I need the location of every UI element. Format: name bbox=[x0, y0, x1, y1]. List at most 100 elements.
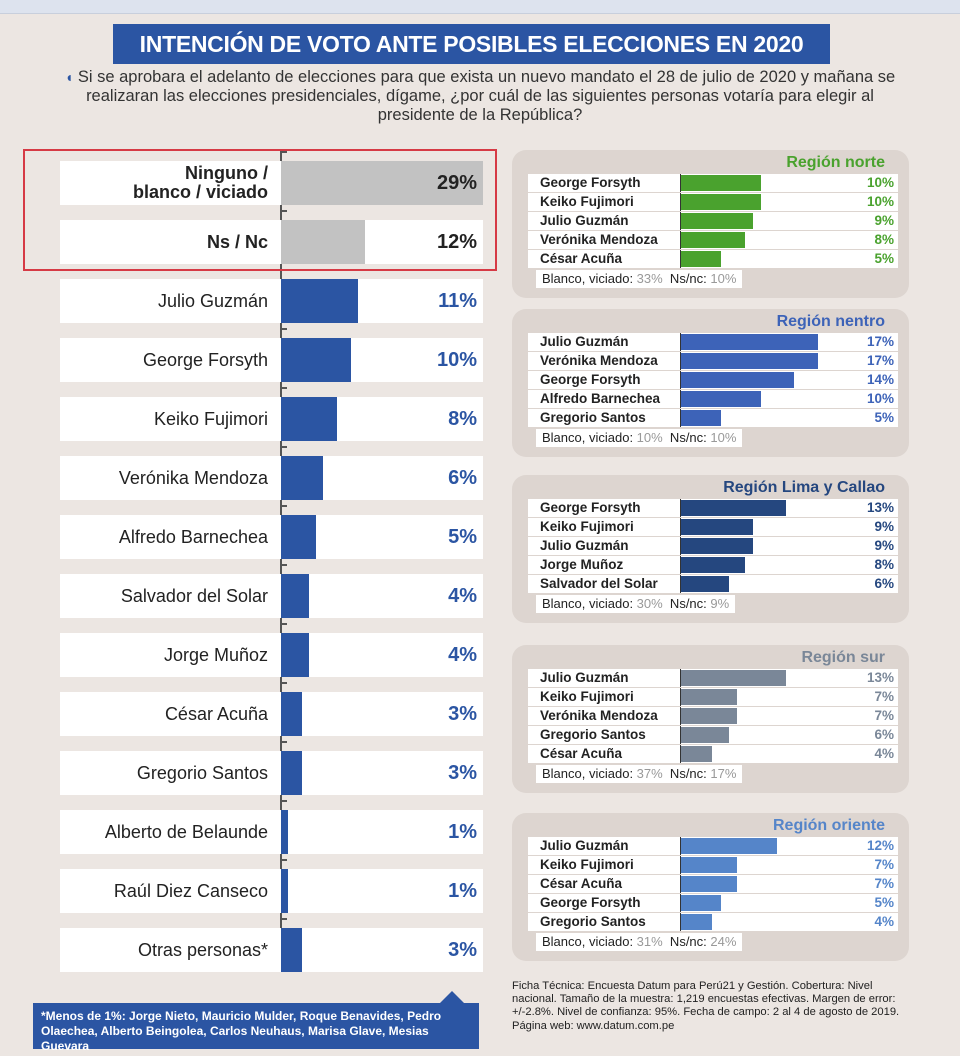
region-bar bbox=[680, 876, 737, 892]
axis-tick bbox=[280, 387, 287, 389]
region-bar bbox=[680, 689, 737, 705]
region-bar-row: Jorge Muñoz 8% bbox=[528, 556, 898, 574]
region-bar bbox=[680, 353, 818, 369]
bar-value-label: 4% bbox=[448, 585, 477, 607]
region-bar-label: Keiko Fujimori bbox=[540, 689, 634, 704]
region-axis-line bbox=[680, 390, 681, 408]
bar-value-label: 8% bbox=[448, 408, 477, 430]
region-bar-label: César Acuña bbox=[540, 876, 623, 891]
region-panel: Región oriente Julio Guzmán 12% Keiko Fujim… bbox=[512, 813, 909, 961]
nsnc-label: Ns/nc: bbox=[662, 934, 711, 949]
region-bar-value: 5% bbox=[874, 895, 894, 910]
region-axis-line bbox=[680, 352, 681, 370]
bar-value-label: 11% bbox=[438, 290, 477, 312]
region-bar-value: 17% bbox=[866, 353, 894, 368]
region-bar bbox=[680, 914, 713, 930]
region-bar-value: 9% bbox=[874, 213, 894, 228]
bar-value-label: 4% bbox=[448, 644, 477, 666]
axis-tick bbox=[280, 623, 287, 625]
region-bar bbox=[680, 746, 713, 762]
region-axis-line bbox=[680, 250, 681, 268]
nsnc-value: 10% bbox=[710, 430, 737, 445]
highlight-box bbox=[23, 149, 497, 271]
region-axis-line bbox=[680, 212, 681, 230]
region-bar-label: Julio Guzmán bbox=[540, 838, 629, 853]
bar bbox=[281, 574, 309, 618]
region-bar-row: Julio Guzmán 9% bbox=[528, 212, 898, 230]
region-axis-line bbox=[680, 231, 681, 249]
bar-label: Otras personas* bbox=[137, 939, 268, 960]
region-bar-label: Gregorio Santos bbox=[540, 914, 646, 929]
region-bar-value: 12% bbox=[866, 838, 894, 853]
region-bar bbox=[680, 500, 786, 516]
region-bar-row: Keiko Fujimori 10% bbox=[528, 193, 898, 211]
chart-title: INTENCIÓN DE VOTO ANTE POSIBLES ELECCION… bbox=[113, 24, 830, 64]
region-axis-line bbox=[680, 556, 681, 574]
region-axis-line bbox=[680, 518, 681, 536]
region-axis-line bbox=[680, 193, 681, 211]
region-bar-value: 10% bbox=[866, 391, 894, 406]
bar-row: Keiko Fujimori 8% bbox=[60, 397, 483, 441]
region-bar-label: Keiko Fujimori bbox=[540, 857, 634, 872]
region-panel: Región norte George Forsyth 10% Keiko Fujim… bbox=[512, 150, 909, 298]
region-bar bbox=[680, 194, 762, 210]
region-axis-line bbox=[680, 894, 681, 912]
ficha-tecnica: Ficha Técnica: Encuesta Datum para Perú2… bbox=[512, 980, 900, 1032]
nsnc-label: Ns/nc: bbox=[662, 596, 711, 611]
region-bar-row: George Forsyth 10% bbox=[528, 174, 898, 192]
bar-label: Alberto de Belaunde bbox=[104, 821, 268, 842]
bar-value-label: 5% bbox=[448, 526, 477, 548]
bar bbox=[281, 515, 316, 559]
region-bar-row: Gregorio Santos 4% bbox=[528, 913, 898, 931]
region-footer: Blanco, viciado: 33% Ns/nc: 10% bbox=[536, 270, 743, 288]
region-bar bbox=[680, 232, 745, 248]
bar-row: Alfredo Barnechea 5% bbox=[60, 515, 483, 559]
region-bar-value: 13% bbox=[866, 500, 894, 515]
bar-label: Keiko Fujimori bbox=[153, 408, 268, 429]
region-bar-label: Julio Guzmán bbox=[540, 670, 629, 685]
axis-tick bbox=[280, 859, 287, 861]
blanco-label: Blanco, viciado: bbox=[542, 934, 637, 949]
nsnc-value: 17% bbox=[710, 766, 737, 781]
region-bar-row: Verónika Mendoza 8% bbox=[528, 231, 898, 249]
footnote-pointer bbox=[440, 991, 464, 1003]
axis-tick bbox=[280, 564, 287, 566]
region-bar-label: Verónika Mendoza bbox=[540, 708, 658, 723]
region-bar-label: Keiko Fujimori bbox=[540, 519, 634, 534]
bar-row: Alberto de Belaunde 1% bbox=[60, 810, 483, 854]
region-title: Región oriente bbox=[772, 817, 885, 834]
region-bar-row: Keiko Fujimori 7% bbox=[528, 856, 898, 874]
bar bbox=[281, 161, 483, 205]
blanco-value: 10% bbox=[636, 430, 663, 445]
blanco-value: 30% bbox=[636, 596, 663, 611]
region-bar bbox=[680, 576, 729, 592]
bar bbox=[281, 751, 302, 795]
bar-row: Ninguno / blanco / viciado 29% bbox=[60, 161, 483, 205]
top-strip bbox=[0, 0, 960, 14]
bar-label: Ns / Nc bbox=[206, 231, 268, 252]
region-bar-row: Julio Guzmán 9% bbox=[528, 537, 898, 555]
blanco-value: 31% bbox=[636, 934, 663, 949]
region-bar-row: George Forsyth 14% bbox=[528, 371, 898, 389]
region-bar-row: César Acuña 5% bbox=[528, 250, 898, 268]
bar-label: Jorge Muñoz bbox=[163, 644, 268, 665]
region-panel: Región nentro Julio Guzmán 17% Verónika Men… bbox=[512, 309, 909, 457]
bar-value-label: 12% bbox=[436, 231, 477, 253]
region-axis-line bbox=[680, 174, 681, 192]
region-bar-label: Julio Guzmán bbox=[540, 213, 629, 228]
region-bar bbox=[680, 175, 762, 191]
blanco-label: Blanco, viciado: bbox=[542, 430, 637, 445]
bar bbox=[281, 279, 358, 323]
bar-value-label: 1% bbox=[448, 880, 477, 902]
region-bar-row: Salvador del Solar 6% bbox=[528, 575, 898, 593]
region-bar-row: Gregorio Santos 6% bbox=[528, 726, 898, 744]
region-bar-label: Julio Guzmán bbox=[540, 538, 629, 553]
region-title: Región Lima y Callao bbox=[723, 479, 885, 496]
region-bar-value: 17% bbox=[866, 334, 894, 349]
region-axis-line bbox=[680, 575, 681, 593]
region-title: Región norte bbox=[786, 154, 885, 171]
axis-tick bbox=[280, 800, 287, 802]
blanco-label: Blanco, viciado: bbox=[542, 596, 637, 611]
region-bar bbox=[680, 334, 818, 350]
axis-tick bbox=[280, 682, 287, 684]
